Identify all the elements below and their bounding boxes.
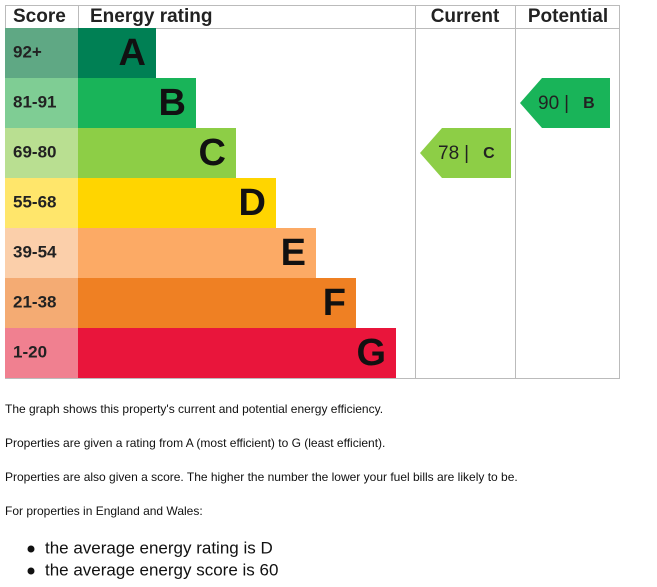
bullet-text: the average energy score is 60 xyxy=(45,560,278,579)
current-arrow xyxy=(420,128,511,178)
current-label: 78 | C xyxy=(438,143,495,164)
score-cell xyxy=(5,78,78,128)
band-bar xyxy=(78,328,396,378)
score-cell xyxy=(5,328,78,378)
bullet-dot xyxy=(27,545,35,553)
band-score: 92+ xyxy=(13,42,42,61)
band-score: 21-38 xyxy=(13,292,56,311)
band-bar xyxy=(78,178,276,228)
paragraph: Properties are also given a score. The h… xyxy=(5,470,518,484)
score-cell xyxy=(5,128,78,178)
band-score: 81-91 xyxy=(13,92,56,111)
band-bar xyxy=(78,128,236,178)
header-score: Score xyxy=(13,6,66,27)
band-score: 69-80 xyxy=(13,142,56,161)
potential-score: 90 xyxy=(538,93,559,114)
band-score: 39-54 xyxy=(13,242,57,261)
band-letter: D xyxy=(239,182,266,224)
potential-arrow xyxy=(520,78,610,128)
band-letter: F xyxy=(323,282,346,324)
paragraph: The graph shows this property's current … xyxy=(5,402,383,416)
header-potential: Potential xyxy=(528,6,608,27)
header-current: Current xyxy=(431,6,500,27)
current-score: 78 xyxy=(438,143,459,164)
score-cell xyxy=(5,278,78,328)
score-cell xyxy=(5,178,78,228)
band-bar xyxy=(78,228,316,278)
band-score: 55-68 xyxy=(13,192,56,211)
band-letter: A xyxy=(119,32,146,74)
potential-letter: B xyxy=(583,95,595,112)
current-letter: C xyxy=(483,145,495,162)
potential-separator: | xyxy=(564,93,569,114)
potential-label: 90 | B xyxy=(538,93,595,114)
header-rating: Energy rating xyxy=(90,6,212,27)
band-bar xyxy=(78,78,196,128)
score-cell xyxy=(5,228,78,278)
score-cell xyxy=(5,28,78,78)
band-bar xyxy=(78,28,156,78)
band-score: 1-20 xyxy=(13,342,47,361)
paragraph: Properties are given a rating from A (mo… xyxy=(5,436,385,450)
current-separator: | xyxy=(464,143,469,164)
band-letter: C xyxy=(199,132,226,174)
band-letter: B xyxy=(159,82,186,124)
paragraph: For properties in England and Wales: xyxy=(5,504,203,518)
bullet-text: the average energy rating is D xyxy=(45,538,273,557)
band-letter: G xyxy=(356,332,386,374)
band-letter: E xyxy=(281,232,306,274)
band-bar xyxy=(78,278,356,328)
bullet-dot xyxy=(27,567,35,575)
